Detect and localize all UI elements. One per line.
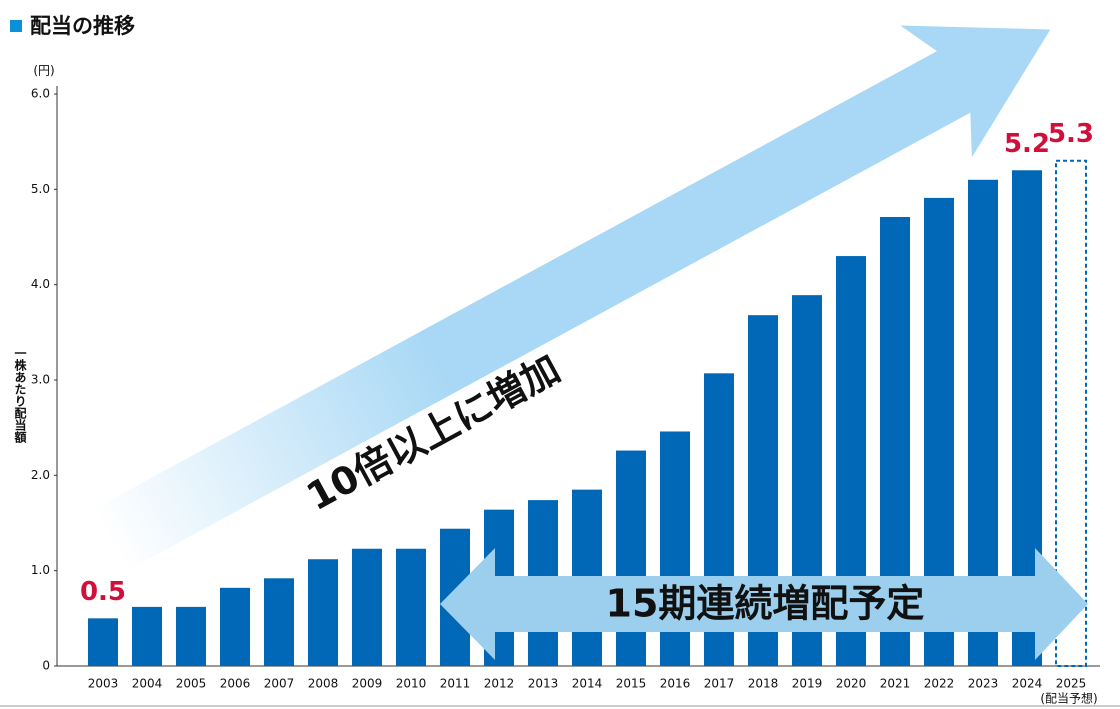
x-tick-label: 2003	[88, 677, 119, 691]
category-note: (配当予想)	[1040, 691, 1097, 706]
growth-arrow	[93, 25, 1051, 571]
bar	[264, 578, 294, 666]
x-tick-label: 2009	[352, 677, 383, 691]
bar	[308, 559, 338, 666]
bar	[132, 606, 162, 666]
x-tick-label: 2011	[440, 677, 471, 691]
streak-annotation: 15期連続増配予定	[606, 582, 925, 626]
y-tick-label: 3.0	[31, 373, 50, 387]
x-tick-label: 2008	[308, 677, 339, 691]
x-tick-label: 2017	[704, 677, 735, 691]
y-tick-label: 2.0	[31, 468, 50, 482]
x-tick-label: 2024	[1012, 677, 1043, 691]
y-tick-label: 0	[42, 659, 50, 673]
forecast-bar	[1055, 159, 1087, 667]
value-label: 5.2	[1004, 129, 1050, 159]
x-tick-label: 2023	[968, 677, 999, 691]
x-tick-label: 2021	[880, 677, 911, 691]
y-tick-label: 4.0	[31, 277, 50, 291]
bar	[88, 618, 118, 666]
y-tick-label: 5.0	[31, 182, 50, 196]
y-tick-label: 6.0	[31, 87, 50, 101]
value-label: 5.3	[1048, 119, 1094, 149]
x-tick-label: 2019	[792, 677, 823, 691]
x-tick-label: 2007	[264, 677, 295, 691]
x-tick-label: 2013	[528, 677, 559, 691]
title-marker	[10, 20, 22, 32]
bar	[220, 587, 250, 666]
x-tick-label: 2025	[1056, 677, 1087, 691]
bar	[352, 548, 382, 666]
bar	[396, 548, 426, 666]
x-tick-label: 2006	[220, 677, 251, 691]
x-tick-label: 2020	[836, 677, 867, 691]
x-tick-label: 2012	[484, 677, 515, 691]
chart-title: 配当の推移	[30, 14, 135, 38]
bar	[616, 450, 646, 666]
y-unit: (円)	[33, 64, 54, 78]
y-tick-label: 1.0	[31, 563, 50, 577]
x-tick-label: 2005	[176, 677, 207, 691]
x-tick-label: 2016	[660, 677, 691, 691]
y-axis-label: 一株あたり配当額	[13, 347, 27, 444]
x-tick-label: 2004	[132, 677, 163, 691]
x-tick-label: 2018	[748, 677, 779, 691]
x-tick-label: 2010	[396, 677, 427, 691]
x-tick-label: 2015	[616, 677, 647, 691]
value-label: 0.5	[80, 577, 126, 607]
x-tick-label: 2014	[572, 677, 603, 691]
x-tick-label: 2022	[924, 677, 955, 691]
streak-arrow	[440, 548, 1088, 660]
bar	[176, 606, 206, 666]
